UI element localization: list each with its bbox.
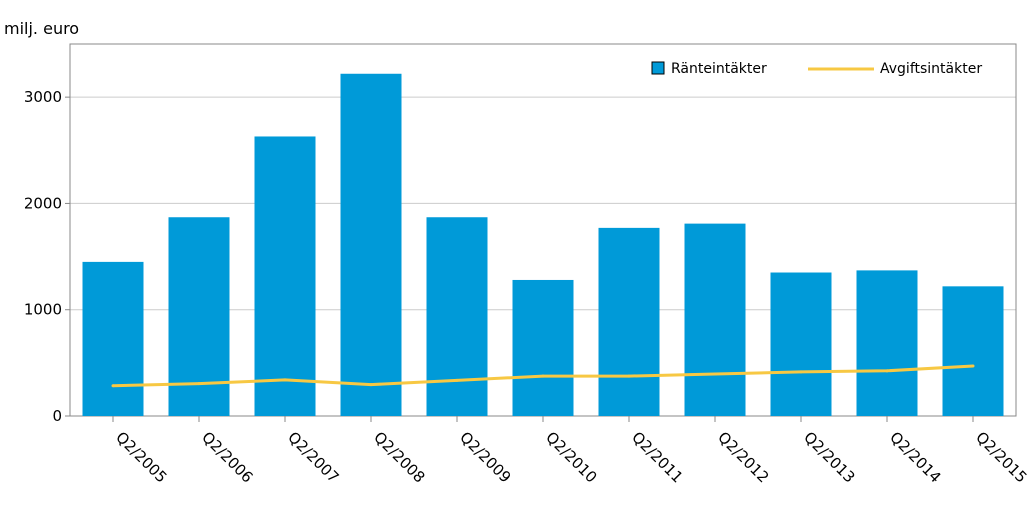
x-axis-ticks: Q2/2005 Q2/2006 Q2/2007 Q2/2008 Q2/2009 Q2/20… [112, 416, 1031, 486]
bar [254, 136, 316, 416]
legend: Ränteintäkter Avgiftsintäkter [651, 61, 982, 77]
bar [426, 217, 488, 416]
line-point [111, 384, 115, 388]
y-tick-label: 3000 [24, 88, 62, 106]
legend-label-avgiftsintakter: Avgiftsintäkter [880, 61, 982, 77]
x-tick-label: Q2/2010 [542, 428, 600, 486]
bar [942, 286, 1004, 416]
bar [770, 272, 832, 416]
bar [168, 217, 230, 416]
x-tick-label: Q2/2006 [198, 428, 256, 486]
x-tick-label: Q2/2012 [714, 428, 772, 486]
bar [684, 223, 746, 416]
x-tick-label: Q2/2005 [112, 428, 170, 486]
line-point [541, 374, 545, 378]
x-tick-label: Q2/2009 [456, 428, 514, 486]
bar [512, 279, 574, 416]
y-tick-label: 1000 [24, 301, 62, 319]
line-point [455, 378, 459, 382]
line-point [369, 383, 373, 387]
line-point [197, 382, 201, 386]
y-tick-label: 0 [52, 407, 62, 425]
x-tick-label: Q2/2014 [886, 428, 944, 486]
legend-label-rantentakter: Ränteintäkter [671, 61, 767, 77]
line-point [799, 370, 803, 374]
x-tick-label: Q2/2015 [972, 428, 1030, 486]
legend-swatch-rantentakter [651, 61, 665, 75]
bar-series [82, 73, 1004, 416]
line-point [971, 364, 975, 368]
x-tick-label: Q2/2007 [284, 428, 342, 486]
bar [82, 261, 144, 416]
bar [856, 270, 918, 416]
x-tick-label: Q2/2008 [370, 428, 428, 486]
line-point [885, 369, 889, 373]
line-point [283, 378, 287, 382]
line-point [713, 372, 717, 376]
bar [340, 73, 402, 416]
x-tick-label: Q2/2013 [800, 428, 858, 486]
y-tick-label: 2000 [24, 194, 62, 212]
line-series [111, 364, 975, 388]
x-tick-label: Q2/2011 [628, 428, 686, 486]
line-point [627, 374, 631, 378]
y-axis-label: milj. euro [4, 19, 79, 38]
bar [598, 227, 660, 416]
y-axis-ticks: 0 1000 2000 3000 [24, 88, 70, 425]
